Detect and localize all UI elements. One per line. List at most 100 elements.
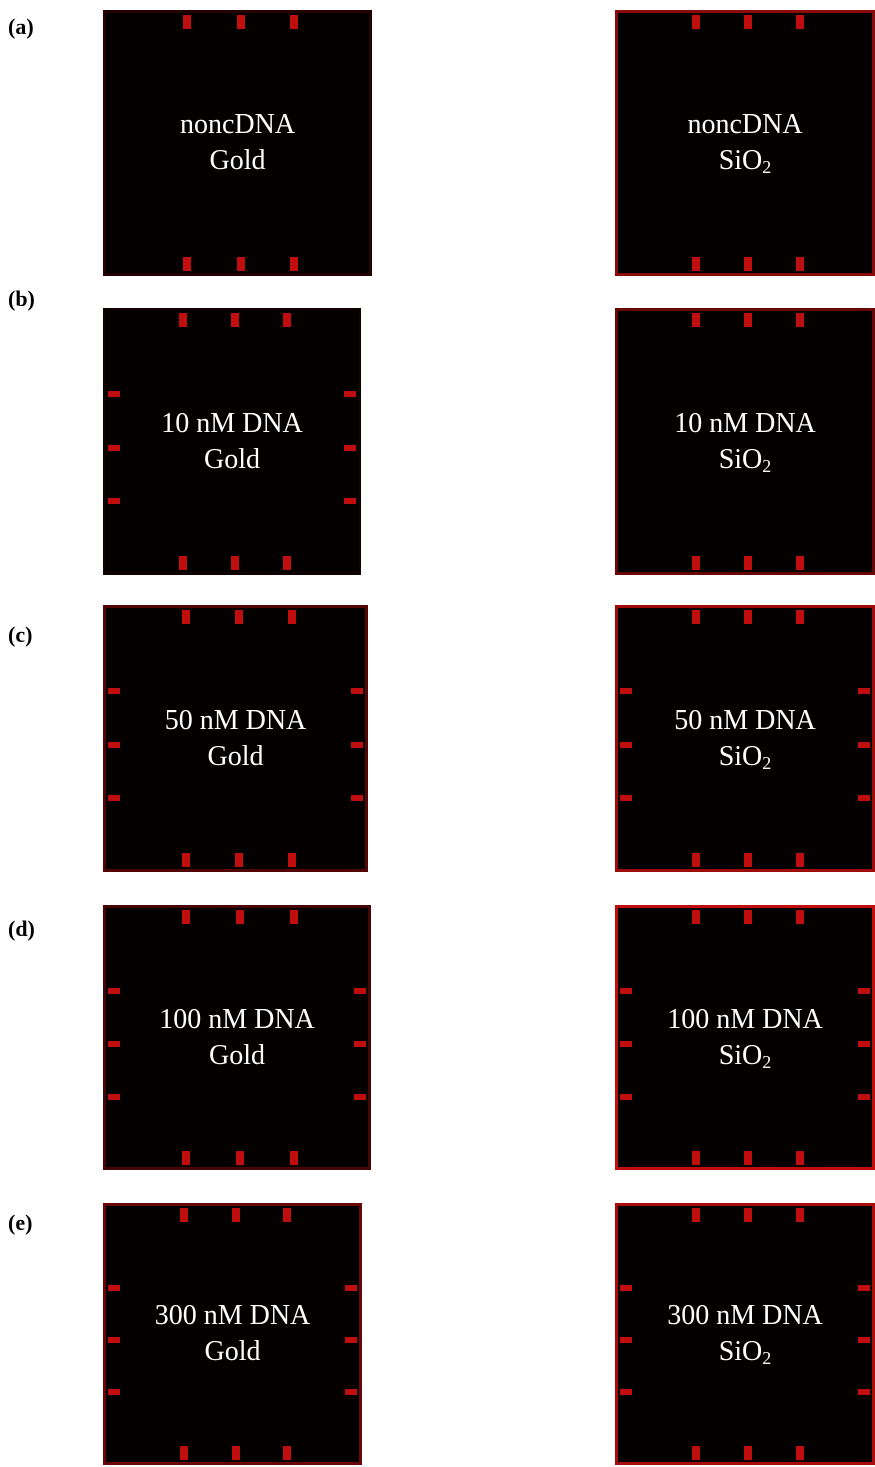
caption-line: SiO2 (618, 442, 872, 478)
fluor-spot (796, 15, 804, 29)
formula-base: SiO (719, 444, 763, 475)
fluor-spot (283, 1208, 291, 1222)
caption-line: Gold (106, 1334, 359, 1370)
fluor-spot (744, 556, 752, 570)
fluor-spot (183, 257, 191, 271)
fluor-spot (183, 15, 191, 29)
fluor-spot (345, 1285, 357, 1291)
fluor-spot (692, 556, 700, 570)
fluor-spot (290, 15, 298, 29)
fluor-spot (796, 313, 804, 327)
caption-line: 300 nM DNA (106, 1298, 359, 1334)
fluor-spot (235, 610, 243, 624)
fluor-spot (235, 853, 243, 867)
fluor-spot (182, 853, 190, 867)
fluor-spot (351, 795, 363, 801)
fluor-spot (108, 795, 120, 801)
fluor-spot (354, 1094, 366, 1100)
fluor-spot (108, 988, 120, 994)
panel-label: (b) (8, 286, 35, 312)
fluor-spot (744, 910, 752, 924)
fluor-spot (232, 1208, 240, 1222)
formula-base: SiO (719, 741, 763, 772)
figure: (a)noncDNAGoldnoncDNASiO2(b)10 nM DNAGol… (0, 0, 875, 1467)
formula-base: SiO (719, 1040, 763, 1071)
panel-label: (c) (8, 622, 32, 648)
image-caption: 50 nM DNAGold (106, 703, 365, 775)
fluor-spot (620, 1285, 632, 1291)
fluor-spot (283, 556, 291, 570)
fluor-spot (288, 853, 296, 867)
caption-line: 300 nM DNA (618, 1298, 872, 1334)
formula-subscript: 2 (762, 753, 771, 773)
formula-subscript: 2 (762, 1052, 771, 1072)
fluor-spot (692, 313, 700, 327)
micrograph: noncDNASiO2 (615, 10, 875, 276)
fluor-spot (620, 1389, 632, 1395)
fluor-spot (744, 853, 752, 867)
formula-subscript: 2 (762, 1348, 771, 1368)
fluor-spot (290, 1151, 298, 1165)
formula-subscript: 2 (762, 157, 771, 177)
image-caption: noncDNASiO2 (618, 107, 872, 179)
fluor-spot (290, 257, 298, 271)
fluor-spot (179, 556, 187, 570)
fluor-spot (108, 688, 120, 694)
fluor-spot (692, 910, 700, 924)
fluor-spot (858, 1285, 870, 1291)
fluor-spot (108, 1285, 120, 1291)
panel-label: (d) (8, 916, 35, 942)
fluor-spot (744, 1446, 752, 1460)
formula-base: SiO (719, 1336, 763, 1367)
caption-line: Gold (106, 1038, 368, 1074)
fluor-spot (180, 1208, 188, 1222)
fluor-spot (290, 910, 298, 924)
fluor-spot (744, 1151, 752, 1165)
caption-line: 10 nM DNA (618, 406, 872, 442)
caption-line: SiO2 (618, 143, 872, 179)
formula-subscript: 2 (762, 456, 771, 476)
fluor-spot (744, 313, 752, 327)
fluor-spot (692, 15, 700, 29)
fluor-spot (231, 313, 239, 327)
caption-line: SiO2 (618, 1334, 872, 1370)
fluor-spot (796, 556, 804, 570)
fluor-spot (744, 610, 752, 624)
fluor-spot (354, 988, 366, 994)
fluor-spot (858, 988, 870, 994)
fluor-spot (620, 988, 632, 994)
panel-label: (a) (8, 14, 34, 40)
fluor-spot (288, 610, 296, 624)
fluor-spot (179, 313, 187, 327)
fluor-spot (796, 610, 804, 624)
panel-label: (e) (8, 1210, 32, 1236)
fluor-spot (796, 1208, 804, 1222)
caption-line: 10 nM DNA (106, 406, 358, 442)
fluor-spot (108, 498, 120, 504)
fluor-spot (858, 795, 870, 801)
fluor-spot (283, 313, 291, 327)
fluor-spot (180, 1446, 188, 1460)
fluor-spot (283, 1446, 291, 1460)
fluor-spot (231, 556, 239, 570)
fluor-spot (344, 391, 356, 397)
fluor-spot (236, 1151, 244, 1165)
fluor-spot (796, 1151, 804, 1165)
caption-line: 100 nM DNA (106, 1002, 368, 1038)
caption-line: Gold (106, 442, 358, 478)
fluor-spot (692, 853, 700, 867)
caption-line: Gold (106, 143, 369, 179)
fluor-spot (182, 610, 190, 624)
caption-line: SiO2 (618, 739, 872, 775)
fluor-spot (620, 795, 632, 801)
